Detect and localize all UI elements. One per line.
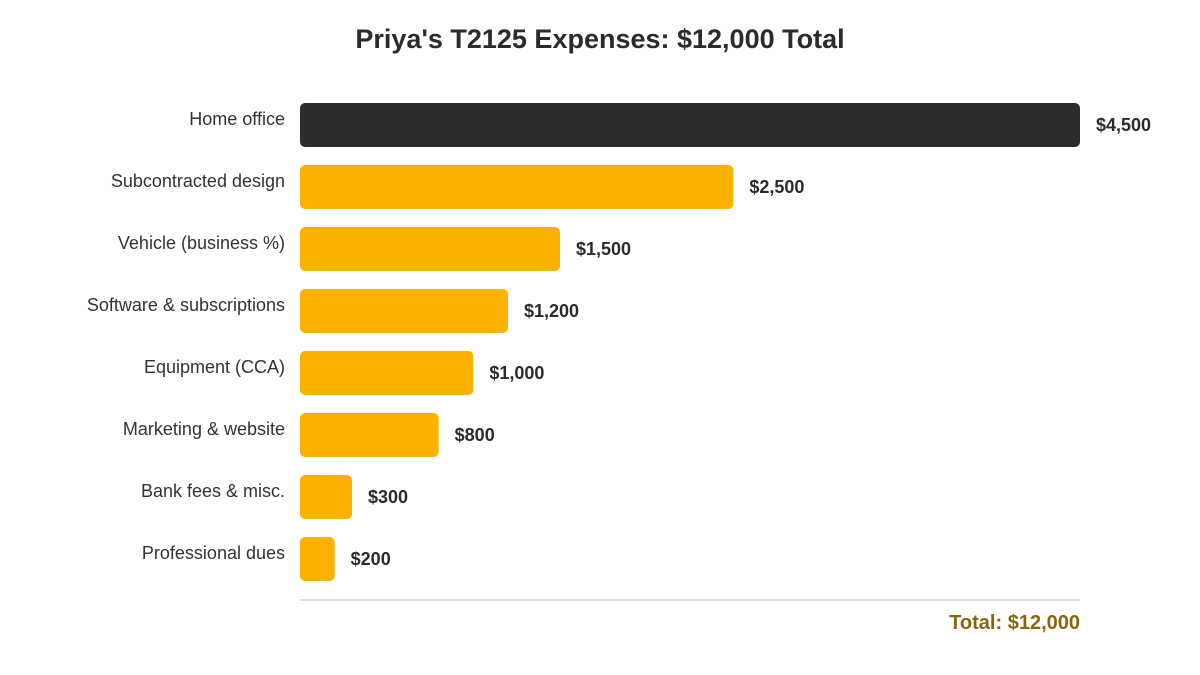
category-label-4: Equipment (CCA)	[144, 357, 285, 377]
category-label-5: Marketing & website	[123, 419, 285, 439]
value-label-7: $200	[351, 549, 391, 569]
category-label-0: Home office	[189, 109, 285, 129]
value-label-1: $2,500	[749, 177, 804, 197]
total-label: Total: $12,000	[949, 612, 1080, 634]
bar-6	[300, 475, 352, 519]
chart-title: Priya's T2125 Expenses: $12,000 Total	[355, 24, 845, 54]
bar-2	[300, 227, 560, 271]
value-label-3: $1,200	[524, 301, 579, 321]
bar-1	[300, 165, 734, 209]
value-label-4: $1,000	[489, 363, 544, 383]
category-label-6: Bank fees & misc.	[141, 481, 285, 501]
category-label-2: Vehicle (business %)	[118, 233, 285, 253]
category-label-1: Subcontracted design	[111, 171, 285, 191]
value-label-0: $4,500	[1096, 115, 1151, 135]
value-label-6: $300	[368, 487, 408, 507]
bar-0	[300, 103, 1080, 147]
value-label-2: $1,500	[576, 239, 631, 259]
value-label-5: $800	[455, 425, 495, 445]
bar-7	[300, 537, 335, 581]
bar-3	[300, 289, 508, 333]
category-label-3: Software & subscriptions	[87, 295, 285, 315]
category-label-7: Professional dues	[142, 543, 285, 563]
bar-4	[300, 351, 474, 395]
bar-5	[300, 413, 439, 457]
